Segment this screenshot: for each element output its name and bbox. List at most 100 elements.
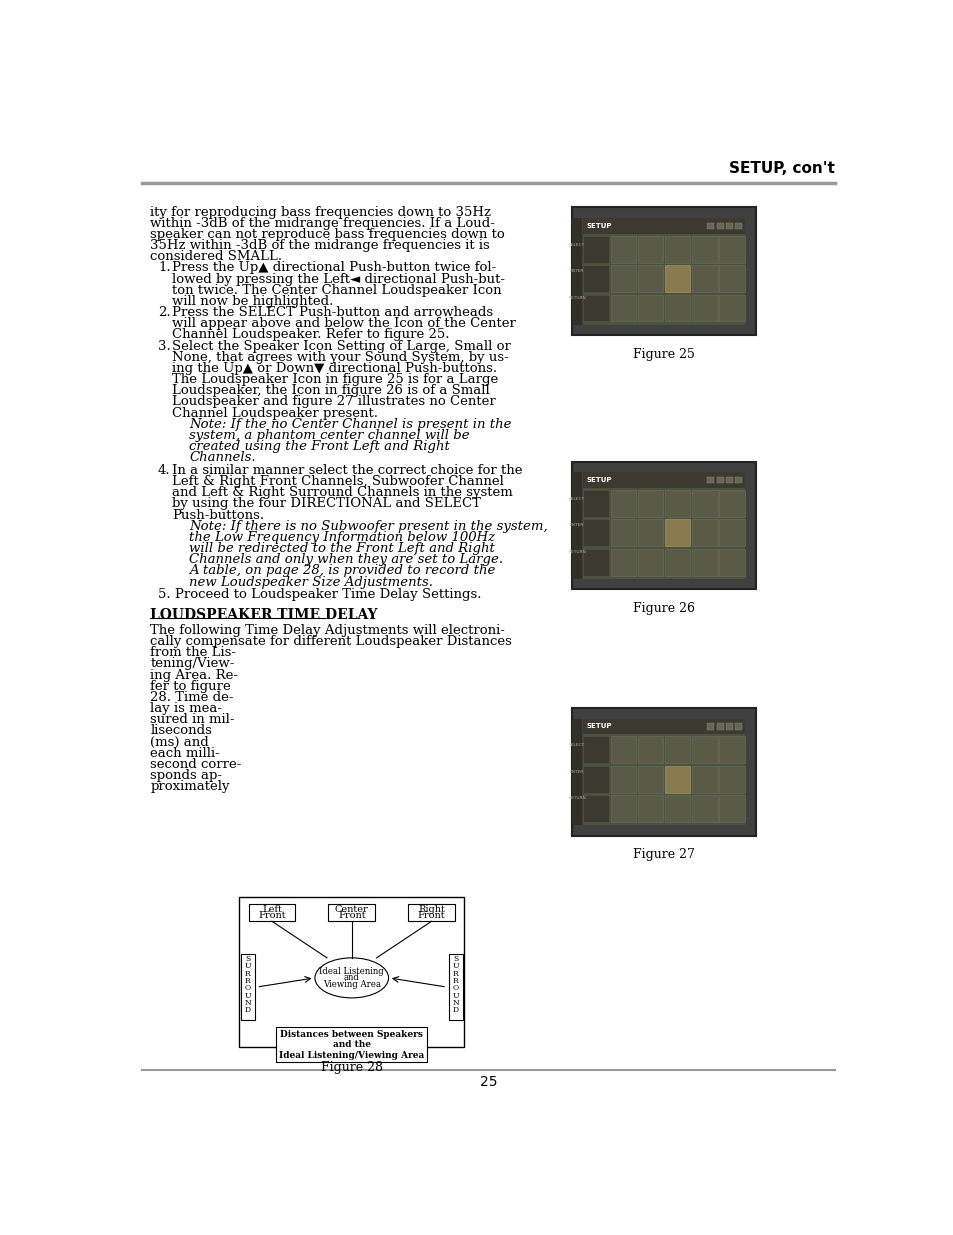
Text: liseconds: liseconds (150, 725, 212, 737)
Bar (241, 955, 254, 1020)
Text: Center: Center (335, 905, 368, 914)
Bar (725, 477, 732, 483)
Text: S: S (245, 955, 251, 963)
Text: Channel Loudspeaker present.: Channel Loudspeaker present. (172, 406, 377, 420)
Bar (691, 766, 717, 793)
Bar (582, 472, 744, 488)
Text: 25: 25 (479, 1076, 497, 1089)
Bar (719, 548, 744, 576)
Text: each milli-: each milli- (150, 747, 220, 760)
Text: by using the four DIRECTIONAL and SELECT: by using the four DIRECTIONAL and SELECT (172, 498, 480, 510)
Text: Push-buttons.: Push-buttons. (172, 509, 264, 521)
Bar (719, 294, 744, 321)
Bar (610, 736, 636, 763)
Bar (582, 719, 744, 825)
Bar (583, 490, 608, 517)
Text: SETUP: SETUP (586, 224, 612, 228)
Bar (610, 490, 636, 517)
Bar (691, 236, 717, 263)
Text: 2.: 2. (158, 306, 171, 319)
Text: R: R (245, 969, 251, 978)
Bar (448, 955, 462, 1020)
Text: Channel Loudspeaker. Refer to figure 25.: Channel Loudspeaker. Refer to figure 25. (172, 329, 449, 341)
Bar (664, 795, 690, 823)
Bar (583, 266, 608, 293)
Bar (610, 766, 636, 793)
Bar (707, 222, 714, 228)
Text: Left & Right Front Channels, Subwoofer Channel: Left & Right Front Channels, Subwoofer C… (172, 475, 503, 488)
Text: The following Time Delay Adjustments will electroni-: The following Time Delay Adjustments wil… (150, 624, 504, 637)
Bar (691, 795, 717, 823)
Text: and: and (343, 973, 359, 982)
Bar (664, 548, 690, 576)
Text: Front: Front (258, 911, 286, 920)
Ellipse shape (314, 958, 388, 998)
Text: Note: If the no Center Channel is present in the: Note: If the no Center Channel is presen… (189, 417, 511, 431)
Text: ENTER: ENTER (570, 769, 584, 774)
Text: the Low Frequency Information below 100Hz: the Low Frequency Information below 100H… (189, 531, 495, 543)
Text: Loudspeaker, the Icon in figure 26 is of a Small: Loudspeaker, the Icon in figure 26 is of… (172, 384, 489, 398)
Bar (664, 490, 690, 517)
Text: Left: Left (262, 905, 281, 914)
Bar (571, 219, 581, 325)
Bar (610, 294, 636, 321)
Text: LOUDSPEAKER TIME DELAY: LOUDSPEAKER TIME DELAY (150, 609, 377, 622)
Bar (610, 795, 636, 823)
Bar (707, 477, 714, 483)
Text: D: D (245, 1007, 251, 1014)
Text: ing the Up▲ or Down▼ directional Push-buttons.: ing the Up▲ or Down▼ directional Push-bu… (172, 362, 497, 375)
Bar (583, 294, 608, 321)
Text: None, that agrees with your Sound System, by us-: None, that agrees with your Sound System… (172, 351, 508, 364)
Text: RETURN: RETURN (568, 296, 585, 300)
Bar (719, 266, 744, 293)
Bar (691, 266, 717, 293)
Text: Right: Right (417, 905, 444, 914)
Bar (719, 236, 744, 263)
Bar (716, 222, 723, 228)
Text: tening/View-: tening/View- (150, 657, 234, 671)
Text: (ms) and: (ms) and (150, 736, 209, 748)
Bar (719, 736, 744, 763)
Text: cally compensate for different Loudspeaker Distances: cally compensate for different Loudspeak… (150, 635, 512, 648)
Bar (664, 294, 690, 321)
Text: RETURN: RETURN (568, 550, 585, 555)
Text: 35Hz within -3dB of the midrange frequencies it is: 35Hz within -3dB of the midrange frequen… (150, 240, 490, 252)
Text: SELECT: SELECT (569, 496, 585, 501)
Bar (735, 222, 741, 228)
Bar (691, 736, 717, 763)
Text: 28. Time de-: 28. Time de- (150, 690, 233, 704)
Text: system, a phantom center channel will be: system, a phantom center channel will be (189, 429, 469, 442)
Text: O: O (245, 984, 251, 992)
Text: Ideal Listening: Ideal Listening (319, 967, 384, 976)
Text: U: U (244, 992, 251, 999)
Bar (735, 724, 741, 730)
Bar (719, 795, 744, 823)
Text: N: N (452, 999, 458, 1007)
Text: ENTER: ENTER (570, 269, 584, 273)
Text: Press the Up▲ directional Push-button twice fol-: Press the Up▲ directional Push-button tw… (172, 262, 496, 274)
Text: 3.: 3. (158, 340, 171, 352)
Bar (719, 520, 744, 546)
Bar (582, 472, 744, 579)
Bar (239, 897, 464, 1047)
Bar (637, 490, 662, 517)
Bar (571, 719, 581, 825)
Bar (583, 520, 608, 546)
Text: 1.: 1. (158, 262, 171, 274)
Bar (249, 904, 294, 921)
Text: Front: Front (417, 911, 445, 920)
Text: will be redirected to the Front Left and Right: will be redirected to the Front Left and… (189, 542, 495, 555)
Bar (328, 904, 375, 921)
Text: ity for reproducing bass frequencies down to 35Hz: ity for reproducing bass frequencies dow… (150, 205, 491, 219)
Text: within -3dB of the midrange frequencies. If a Loud-: within -3dB of the midrange frequencies.… (150, 216, 495, 230)
Bar (571, 472, 581, 579)
Bar (725, 724, 732, 730)
Text: sponds ap-: sponds ap- (150, 769, 222, 782)
Text: Note: If there is no Subwoofer present in the system,: Note: If there is no Subwoofer present i… (189, 520, 547, 532)
Bar (637, 736, 662, 763)
Bar (583, 795, 608, 823)
Bar (664, 520, 690, 546)
Text: and Left & Right Surround Channels in the system: and Left & Right Surround Channels in th… (172, 487, 512, 499)
Text: second corre-: second corre- (150, 758, 241, 771)
Text: new Loudspeaker Size Adjustments.: new Loudspeaker Size Adjustments. (189, 576, 433, 589)
